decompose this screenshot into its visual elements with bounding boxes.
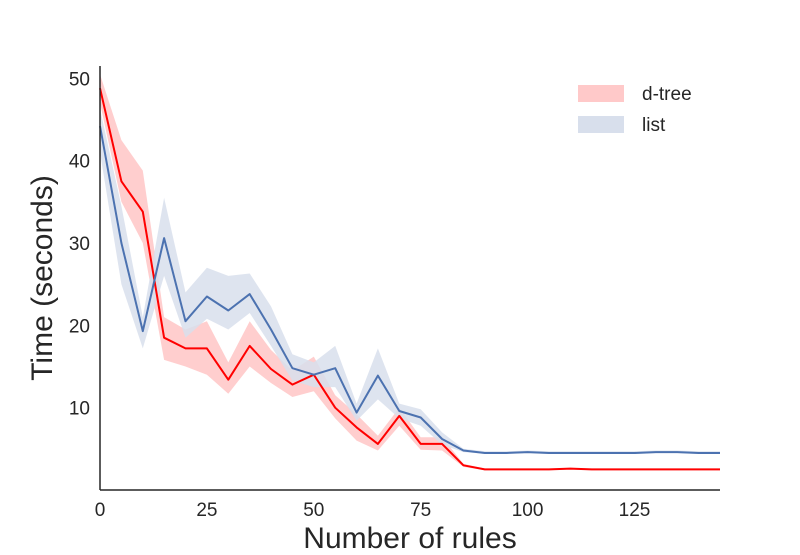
- legend: d-tree list: [578, 84, 692, 136]
- y-tick-label: 40: [69, 152, 90, 173]
- x-tick-label: 75: [410, 500, 431, 521]
- x-axis-label: Number of rules: [303, 522, 516, 550]
- legend-label-d-tree: d-tree: [642, 84, 692, 105]
- legend-swatch-d-tree: [578, 85, 624, 102]
- y-tick-label: 50: [69, 69, 90, 90]
- series-lines: [99, 87, 720, 471]
- y-tick-labels: 10 20 30 40 50: [69, 69, 90, 419]
- line-list: [99, 125, 720, 454]
- x-tick-labels: 0 25 50 75 100 125: [95, 500, 651, 521]
- x-tick-label: 125: [619, 500, 651, 521]
- x-tick-label: 50: [303, 500, 324, 521]
- legend-swatch-list: [578, 116, 624, 133]
- y-tick-label: 20: [69, 316, 90, 337]
- y-tick-label: 10: [69, 399, 90, 420]
- x-tick-label: 25: [196, 500, 217, 521]
- line-d-tree: [99, 87, 720, 471]
- x-tick-label: 100: [512, 500, 544, 521]
- y-tick-label: 30: [69, 234, 90, 255]
- confidence-bands: [100, 74, 720, 471]
- y-axis-label: Time (seconds): [26, 175, 59, 381]
- legend-label-list: list: [642, 115, 666, 136]
- x-tick-label: 0: [95, 500, 106, 521]
- band-list: [100, 108, 720, 454]
